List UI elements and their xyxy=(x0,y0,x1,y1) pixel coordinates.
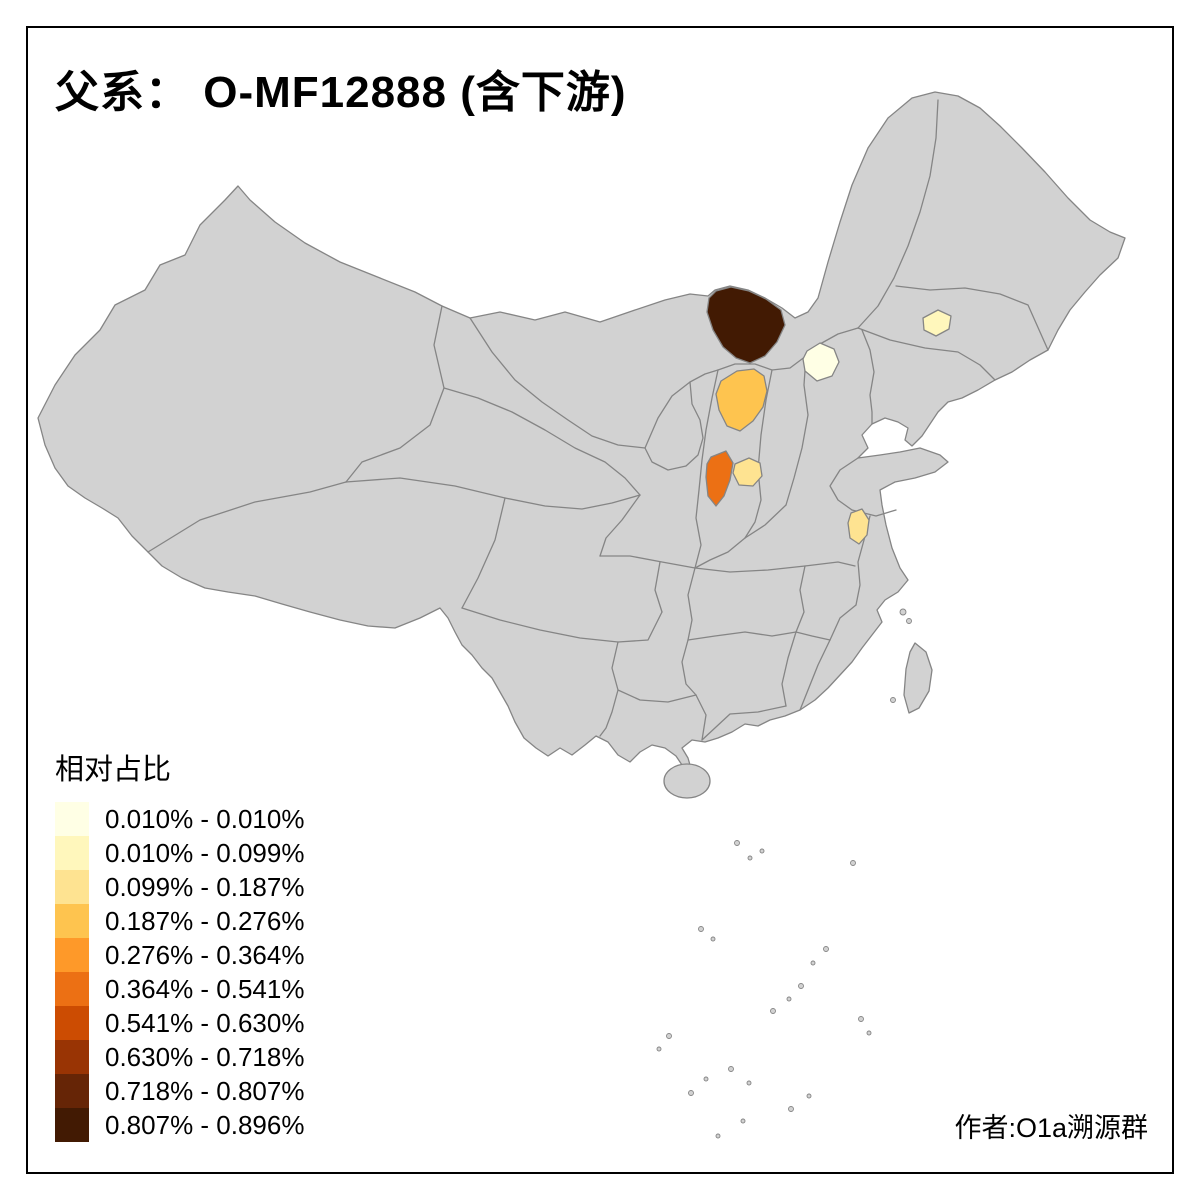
province-borders xyxy=(147,99,1049,741)
choropleth-region-1 xyxy=(706,286,786,364)
legend-swatch-color xyxy=(55,1040,89,1074)
legend-swatch-color xyxy=(55,1074,89,1108)
choropleth-region-3 xyxy=(922,309,952,337)
legend-swatch xyxy=(55,1108,89,1142)
legend-swatch-color xyxy=(55,836,89,870)
choropleth-region-4 xyxy=(715,368,768,432)
author-credit: 作者:O1a溯源群 xyxy=(954,1113,1148,1143)
legend-swatch-color xyxy=(55,1006,89,1040)
legend-swatch-color xyxy=(55,972,89,1006)
south-china-sea-islands xyxy=(656,608,912,1139)
choropleth-region-7 xyxy=(847,508,870,545)
legend-item: 0.276% - 0.364% xyxy=(55,938,304,972)
legend-label: 0.807% - 0.896% xyxy=(105,1109,305,1140)
legend-item: 0.630% - 0.718% xyxy=(55,1040,304,1074)
legend-swatch xyxy=(55,938,89,972)
legend-item: 0.364% - 0.541% xyxy=(55,972,304,1006)
legend-label: 0.718% - 0.807% xyxy=(105,1075,305,1106)
legend-swatch xyxy=(55,904,89,938)
legend-label: 0.010% - 0.099% xyxy=(105,837,305,868)
legend-label: 0.541% - 0.630% xyxy=(105,1007,305,1038)
legend-item: 0.718% - 0.807% xyxy=(55,1074,304,1108)
legend-title: 相对占比 xyxy=(55,754,172,786)
mainland-outline xyxy=(37,91,1126,773)
legend-swatch-color xyxy=(55,1108,89,1142)
legend: 相对占比 0.010% - 0.010% 0.010% - 0.099% 0.0… xyxy=(55,746,304,1142)
legend-swatch xyxy=(55,1006,89,1040)
legend-swatch-color xyxy=(55,904,89,938)
legend-label: 0.187% - 0.276% xyxy=(105,905,305,936)
legend-item: 0.010% - 0.010% xyxy=(55,802,304,836)
legend-label: 0.099% - 0.187% xyxy=(105,871,305,902)
legend-item: 0.541% - 0.630% xyxy=(55,1006,304,1040)
choropleth-region-2 xyxy=(802,342,840,382)
legend-swatch xyxy=(55,972,89,1006)
taiwan-island xyxy=(903,642,933,714)
legend-label: 0.276% - 0.364% xyxy=(105,939,305,970)
legend-item: 0.010% - 0.099% xyxy=(55,836,304,870)
landmass xyxy=(37,91,1126,1139)
map-root xyxy=(37,91,1126,1139)
highlighted-regions xyxy=(705,286,952,545)
legend-swatch xyxy=(55,836,89,870)
legend-swatch-color xyxy=(55,870,89,904)
legend-swatch xyxy=(55,1040,89,1074)
legend-label: 0.010% - 0.010% xyxy=(105,803,305,834)
legend-swatch xyxy=(55,1074,89,1108)
hainan-island xyxy=(663,763,711,799)
choropleth-region-6 xyxy=(732,457,763,487)
legend-item: 0.099% - 0.187% xyxy=(55,870,304,904)
legend-swatch xyxy=(55,802,89,836)
legend-swatch-color xyxy=(55,802,89,836)
legend-label: 0.364% - 0.541% xyxy=(105,973,305,1004)
legend-item: 0.187% - 0.276% xyxy=(55,904,304,938)
legend-swatch xyxy=(55,870,89,904)
legend-item: 0.807% - 0.896% xyxy=(55,1108,304,1142)
legend-swatch-color xyxy=(55,938,89,972)
choropleth-region-5 xyxy=(705,450,734,507)
legend-label: 0.630% - 0.718% xyxy=(105,1041,305,1072)
map-title: 父系： O-MF12888 (含下游) xyxy=(55,68,627,117)
